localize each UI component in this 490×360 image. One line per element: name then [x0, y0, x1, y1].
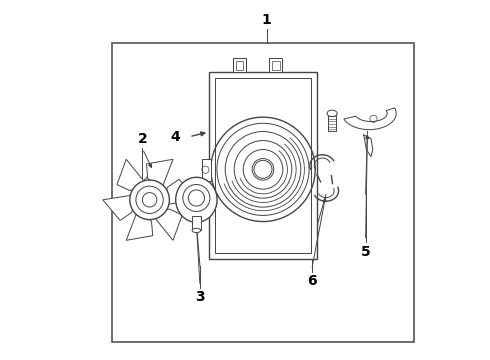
Ellipse shape — [192, 228, 201, 233]
Polygon shape — [147, 159, 173, 190]
Text: 6: 6 — [307, 274, 317, 288]
Circle shape — [136, 186, 163, 213]
Bar — [233, 58, 245, 72]
Text: 1: 1 — [262, 13, 271, 27]
Ellipse shape — [183, 185, 210, 212]
Text: 5: 5 — [361, 245, 370, 259]
Polygon shape — [126, 210, 153, 240]
Bar — [192, 216, 201, 230]
Text: 4: 4 — [170, 130, 180, 144]
Bar — [209, 72, 317, 259]
Ellipse shape — [327, 110, 337, 117]
Bar — [236, 61, 243, 70]
Bar — [328, 114, 337, 131]
Polygon shape — [152, 209, 182, 240]
Circle shape — [130, 180, 170, 220]
Circle shape — [254, 160, 272, 178]
Bar — [272, 61, 280, 70]
Ellipse shape — [176, 177, 217, 222]
Bar — [202, 159, 211, 181]
Text: 3: 3 — [195, 290, 205, 304]
Polygon shape — [164, 179, 196, 205]
Text: 2: 2 — [138, 132, 147, 145]
Polygon shape — [344, 108, 396, 130]
Circle shape — [143, 193, 157, 207]
Ellipse shape — [188, 190, 204, 206]
Polygon shape — [117, 159, 147, 191]
Bar — [112, 43, 414, 342]
Polygon shape — [103, 195, 135, 220]
Bar — [216, 78, 311, 253]
Bar — [270, 58, 282, 72]
